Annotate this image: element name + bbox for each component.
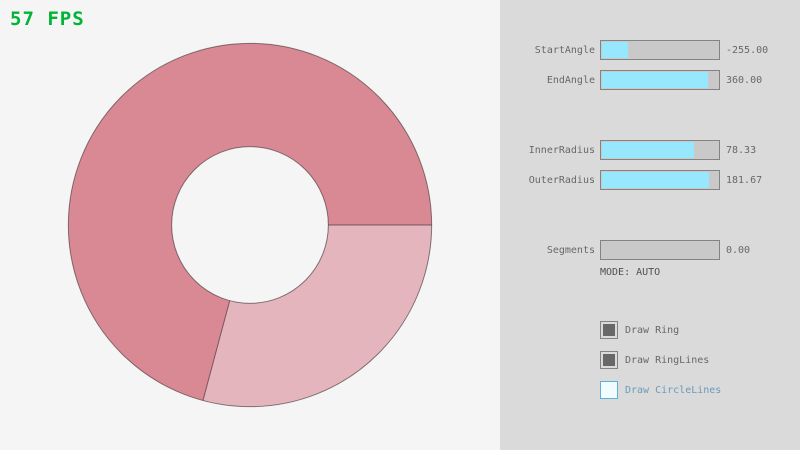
start-angle-slider[interactable] — [600, 40, 720, 60]
slider-row-outer-radius: OuterRadius 181.67 — [500, 170, 762, 190]
end-angle-slider[interactable] — [600, 70, 720, 90]
ring-svg — [67, 42, 433, 408]
ring-single-pass-wedge — [202, 225, 432, 407]
inner-radius-value: 78.33 — [726, 144, 757, 156]
draw-circlelines-label: Draw CircleLines — [625, 384, 722, 396]
segments-slider[interactable] — [600, 240, 720, 260]
checkbox-row-draw-ringlines: Draw RingLines — [600, 350, 709, 370]
draw-ring-checkbox[interactable] — [600, 321, 618, 339]
draw-ringlines-checkbox[interactable] — [600, 351, 618, 369]
ring-outer-outline — [67, 42, 433, 408]
start-angle-value: -255.00 — [726, 44, 769, 56]
checkbox-row-draw-ring: Draw Ring — [600, 320, 679, 340]
draw-circlelines-checkbox[interactable] — [600, 381, 618, 399]
slider-row-inner-radius: InnerRadius 78.33 — [500, 140, 756, 160]
start-angle-label: StartAngle — [534, 44, 595, 56]
draw-ring-label: Draw Ring — [625, 324, 680, 336]
fps-counter: 57 FPS — [10, 8, 85, 30]
mode-indicator: MODE: AUTO — [600, 267, 661, 278]
outer-radius-value: 181.67 — [726, 174, 763, 186]
ring-cap-line-start — [202, 300, 231, 401]
start-angle-slider-fill — [602, 42, 628, 58]
slider-row-segments: Segments 0.00 — [500, 240, 750, 260]
inner-radius-slider[interactable] — [600, 140, 720, 160]
end-angle-label: EndAngle — [546, 74, 595, 86]
draw-ringlines-label: Draw RingLines — [625, 354, 710, 366]
slider-row-start-angle: StartAngle -255.00 — [500, 40, 768, 60]
outer-radius-slider[interactable] — [600, 170, 720, 190]
segments-label: Segments — [546, 244, 595, 256]
checkbox-row-draw-circlelines: Draw CircleLines — [600, 380, 721, 400]
end-angle-value: 360.00 — [726, 74, 763, 86]
end-angle-slider-fill — [602, 72, 709, 88]
outer-radius-slider-fill — [602, 172, 710, 188]
segments-value: 0.00 — [726, 244, 751, 256]
inner-radius-slider-fill — [602, 142, 695, 158]
slider-row-end-angle: EndAngle 360.00 — [500, 70, 762, 90]
outer-radius-label: OuterRadius — [528, 174, 595, 186]
ring-inner-outline — [171, 146, 329, 304]
inner-radius-label: InnerRadius — [528, 144, 595, 156]
